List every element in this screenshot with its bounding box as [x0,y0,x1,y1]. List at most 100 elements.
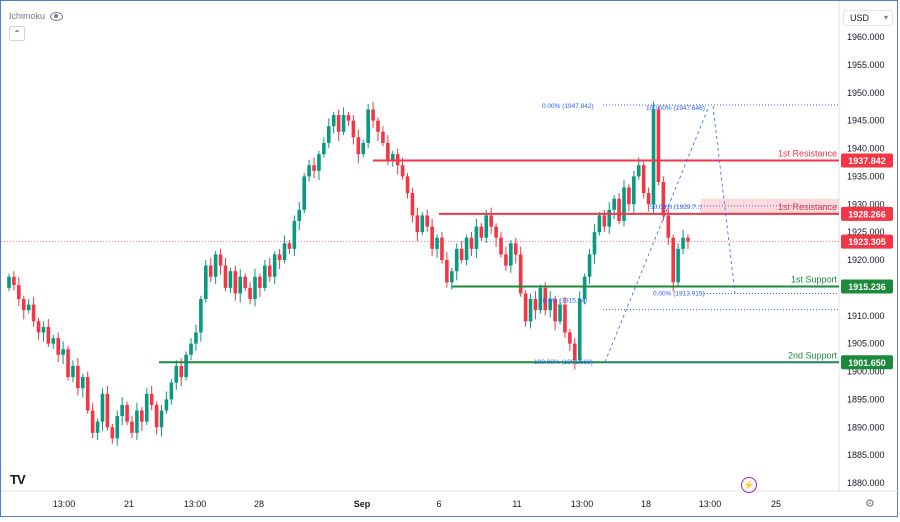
candle-body [386,142,390,160]
level-label: 1st Resistance [778,149,837,159]
fib-annotation: 0.00% (1913.915) [653,290,705,297]
candle-body [661,181,666,216]
x-tick-label: 13:00 [184,499,207,509]
candle-body [36,321,41,333]
y-tick-label: 1925.000 [847,227,885,237]
level-price-text: 1901.650 [848,358,886,368]
candle-body [179,365,183,378]
candle-body [597,215,602,233]
candle-body [253,276,257,300]
candle-body [144,393,149,422]
candle-body [489,215,493,227]
candle-body [641,165,646,194]
candle-body [115,416,120,439]
candle-body [199,299,203,333]
candle-body [307,165,311,177]
fib-trendline [712,106,736,294]
candle-body [499,237,503,255]
candle-body [169,382,174,400]
candle-body [282,243,287,260]
candle-body [267,265,272,277]
x-tick-label: 13:00 [699,499,722,509]
y-tick-label: 1885.000 [847,450,885,460]
candle-body [71,365,75,378]
candle-body [425,215,429,227]
candle-body [627,187,631,205]
candle-body [622,187,626,221]
settings-icon[interactable]: ⚙ [865,498,875,510]
candle-body [366,109,370,143]
x-tick-label: 28 [254,499,264,509]
y-tick-label: 1945.000 [847,116,885,126]
candle-body [125,404,129,422]
candle-body [686,237,690,242]
candle-body [518,254,523,294]
candle-body [523,293,528,322]
chevron-down-icon: ▾ [883,13,888,22]
candle-body [617,198,621,221]
candle-body [130,421,134,433]
candle-body [154,404,159,428]
candle-body [592,232,597,255]
candle-body [356,137,361,155]
candle-body [105,393,110,428]
candle-body [61,349,65,355]
candle-body [573,343,577,361]
candle-body [292,220,297,249]
y-tick-label: 1890.000 [847,422,885,432]
fib-annotation: 50.00% (1929.7..) [650,204,702,211]
candle-body [189,343,193,355]
eye-icon[interactable] [50,11,64,21]
y-tick-label: 1940.000 [847,144,885,154]
x-tick-label: 6 [436,499,441,509]
candle-body [587,254,592,277]
candle-body [607,209,612,227]
x-tick-label: 13:00 [53,499,76,509]
candle-body [41,326,46,333]
candle-body [612,198,616,210]
currency-label: USD [850,13,870,23]
candle-body [184,354,188,378]
candle-body [46,326,51,344]
candle-body [135,410,139,433]
level-price-tag [841,153,893,168]
candle-body [528,299,533,322]
candle-body [17,285,21,300]
candle-body [558,304,562,322]
candle-body [204,265,208,300]
candle-body [538,287,543,311]
level-price-text: 1928.266 [848,209,886,219]
candle-body [577,299,582,361]
indicator-legend[interactable]: Ichimoku [9,11,64,21]
candle-body [602,215,607,227]
candle-body [390,154,395,160]
candle-body [553,299,557,322]
level-price-tag [841,355,893,370]
candle-body [504,254,508,266]
candle-body [248,287,252,300]
candle-body [110,427,115,439]
candle-body [435,237,439,249]
level-price-text: 1915.236 [848,282,886,292]
candle-body [233,271,238,294]
candle-body [272,254,277,277]
fib-trendline [604,105,710,363]
candle-body [533,299,538,311]
y-tick-label: 1880.000 [847,478,885,488]
candle-body [194,332,198,344]
candle-body [21,299,26,311]
candle-body [666,215,671,238]
collapse-icon[interactable]: ⌃ [9,26,25,41]
y-tick-label: 1935.000 [847,171,885,181]
candle-body [671,237,675,283]
candle-body [120,404,124,417]
x-tick-label: 11 [512,499,521,509]
lightning-icon[interactable]: ⚡ [741,477,757,493]
candle-body [149,393,154,405]
candle-body [651,109,656,205]
candle-body [159,410,164,428]
candle-body [351,120,356,138]
candle-body [213,254,218,277]
currency-select[interactable]: USD ▾ [843,10,893,26]
